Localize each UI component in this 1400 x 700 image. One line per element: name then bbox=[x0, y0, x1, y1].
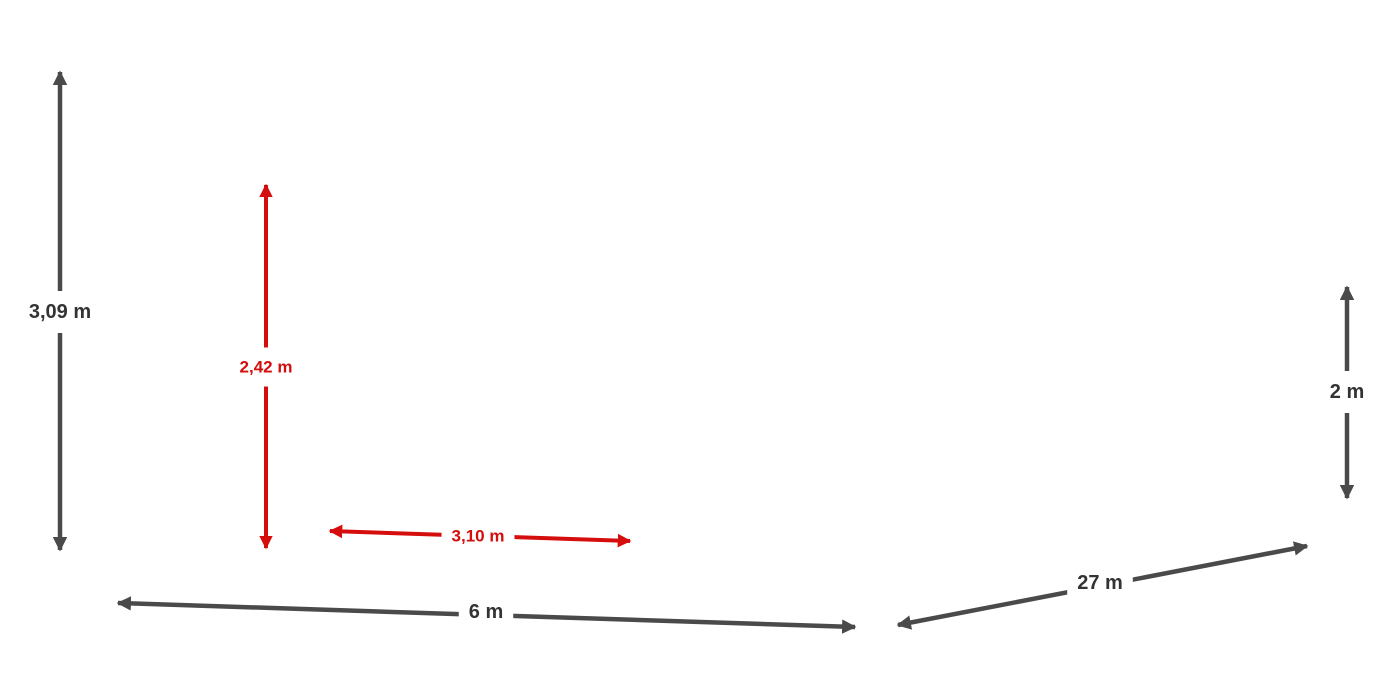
label-background bbox=[441, 516, 515, 556]
dimension-height-total: 3,09 m bbox=[18, 70, 102, 552]
dimension-width-inner: 3,10 m bbox=[328, 516, 632, 556]
dimension-height-right: 2 m bbox=[1319, 285, 1375, 500]
dimension-label: 27 m bbox=[1077, 572, 1123, 594]
dimension-label: 6 m bbox=[469, 601, 503, 623]
dimension-label: 3,09 m bbox=[29, 301, 91, 323]
label-background bbox=[458, 591, 514, 633]
dimension-depth: 27 m bbox=[896, 541, 1309, 630]
dimension-label: 2 m bbox=[1330, 381, 1364, 403]
label-background bbox=[1319, 371, 1375, 413]
dimension-width-front: 6 m bbox=[116, 591, 857, 634]
dimension-height-inner: 2,42 m bbox=[229, 183, 303, 550]
label-background bbox=[18, 291, 102, 333]
dimension-label: 3,10 m bbox=[452, 527, 505, 546]
dimension-label: 2,42 m bbox=[240, 358, 293, 377]
label-background bbox=[1067, 562, 1133, 604]
label-background bbox=[229, 347, 303, 387]
